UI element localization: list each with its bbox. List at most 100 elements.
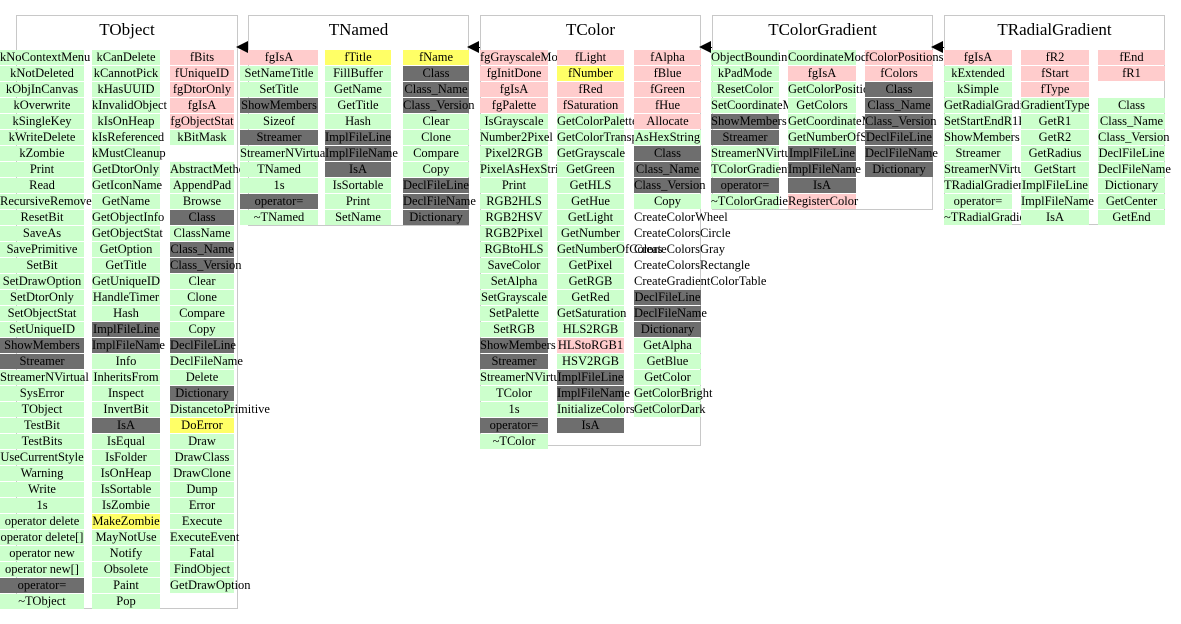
member-tcolor: TColor [480, 386, 548, 401]
member-info: Info [92, 354, 160, 369]
member-objectboundingmode: ObjectBoundingMode [711, 50, 823, 65]
member-isa: IsA [557, 418, 624, 433]
member-kextended: kExtended [944, 66, 1012, 81]
member-setbit: SetBit [0, 258, 84, 273]
member-streamer: Streamer [480, 354, 548, 369]
member-implfilename: ImplFileName [325, 146, 398, 161]
member-implfilename: ImplFileName [1021, 194, 1094, 209]
member-implfilename: ImplFileName [788, 162, 861, 177]
member-setgrayscale: SetGrayscale [480, 290, 548, 305]
member-implfilename: ImplFileName [557, 386, 630, 401]
member-pixel2rgb: Pixel2RGB [480, 146, 548, 161]
member-invertbit: InvertBit [92, 402, 160, 417]
member-declfileline: DeclFileLine [403, 178, 469, 193]
member-fsaturation: fSaturation [557, 98, 624, 113]
member-kisonheap: kIsOnHeap [92, 114, 160, 129]
member-getnumber: GetNumber [557, 226, 624, 241]
member-getcolors: GetColors [788, 98, 856, 113]
member-usecurrentstyle: UseCurrentStyle [0, 450, 84, 465]
member-getobjectstat: GetObjectStat [92, 226, 163, 241]
member-showmembers: ShowMembers [240, 98, 318, 113]
inheritance-line [479, 47, 480, 48]
member-class: Class [170, 210, 234, 225]
member-iszombie: IsZombie [92, 498, 160, 513]
member-kbitmask: kBitMask [170, 130, 234, 145]
member-1s: 1s [240, 178, 318, 193]
member-kinvalidobject: kInvalidObject [92, 98, 167, 113]
member-getcenter: GetCenter [1098, 194, 1165, 209]
member-fr1: fR1 [1098, 66, 1165, 81]
member-fcolors: fColors [865, 66, 933, 81]
class-title: TObject [99, 20, 155, 39]
member-kmustcleanup: kMustCleanup [92, 146, 166, 161]
member-declfilename: DeclFileName [865, 146, 938, 161]
member-hsv2rgb: HSV2RGB [557, 354, 624, 369]
member-kobjincanvas: kObjInCanvas [0, 82, 84, 97]
member-getcolor: GetColor [634, 370, 701, 385]
member-issortable: IsSortable [325, 178, 391, 193]
member-streamernvirtual: StreamerNVirtual [944, 162, 1033, 177]
member-streamer: Streamer [0, 354, 84, 369]
member-pixelashexstring: PixelAsHexString [480, 162, 571, 177]
member-setstartendr1r2: SetStartEndR1R2 [944, 114, 1033, 129]
member-fred: fRed [557, 82, 624, 97]
member-getgreen: GetGreen [557, 162, 624, 177]
member-setpalette: SetPalette [480, 306, 548, 321]
member-class-name: Class_Name [865, 98, 933, 113]
member-drawclass: DrawClass [170, 450, 234, 465]
member-createcolorscircle: CreateColorsCircle [634, 226, 731, 240]
class-title: TColorGradient [768, 20, 877, 39]
member-saveas: SaveAs [0, 226, 84, 241]
member-fgisa: fgIsA [240, 50, 318, 65]
member-setalpha: SetAlpha [480, 274, 548, 289]
member-fnumber: fNumber [557, 66, 624, 81]
member-declfilename: DeclFileName [170, 354, 243, 369]
member-clone: Clone [170, 290, 234, 305]
member-class: Class [403, 66, 469, 81]
member-fatal: Fatal [170, 546, 234, 561]
member-getname: GetName [325, 82, 391, 97]
member-implfileline: ImplFileLine [788, 146, 856, 161]
member-class-name: Class_Name [634, 162, 701, 177]
inheritance-arrow-icon [699, 41, 711, 53]
member-resetbit: ResetBit [0, 210, 84, 225]
member-fstart: fStart [1021, 66, 1089, 81]
member-warning: Warning [0, 466, 84, 481]
member-getalpha: GetAlpha [634, 338, 701, 353]
member-geticonname: GetIconName [92, 178, 163, 193]
member-setdtoronly: SetDtorOnly [0, 290, 84, 305]
member-saveprimitive: SavePrimitive [0, 242, 84, 257]
member-operator-delete: operator delete[] [0, 530, 84, 545]
member-setnametitle: SetNameTitle [240, 66, 318, 81]
member-operator: operator= [711, 178, 779, 193]
member-rgb2hls: RGB2HLS [480, 194, 548, 209]
member-getcolortransparent: GetColorTransparent [557, 130, 663, 145]
member-savecolor: SaveColor [480, 258, 548, 273]
member-class-version: Class_Version [1098, 130, 1170, 145]
member-kcandelete: kCanDelete [92, 50, 160, 65]
member-gettitle: GetTitle [325, 98, 391, 113]
member-getdrawoption: GetDrawOption [170, 578, 251, 593]
member-dictionary: Dictionary [1098, 178, 1165, 193]
member-getr2: GetR2 [1021, 130, 1089, 145]
member-isequal: IsEqual [92, 434, 160, 449]
member-class-name: Class_Name [1098, 114, 1165, 129]
member-error: Error [170, 498, 234, 513]
member-getlight: GetLight [557, 210, 624, 225]
member-paint: Paint [92, 578, 160, 593]
member-copy: Copy [634, 194, 701, 209]
member-getblue: GetBlue [634, 354, 701, 369]
member-clear: Clear [403, 114, 469, 129]
member-copy: Copy [170, 322, 234, 337]
member-fillbuffer: FillBuffer [325, 66, 391, 81]
member-getuniqueid: GetUniqueID [92, 274, 161, 289]
member-ftype: fType [1021, 82, 1089, 97]
member-getcolordark: GetColorDark [634, 402, 706, 417]
member-kzombie: kZombie [0, 146, 84, 161]
member-getsaturation: GetSaturation [557, 306, 627, 321]
member-streamer: Streamer [944, 146, 1012, 161]
member-empty [170, 146, 234, 161]
member-obsolete: Obsolete [92, 562, 160, 577]
member-1s: 1s [480, 402, 548, 417]
